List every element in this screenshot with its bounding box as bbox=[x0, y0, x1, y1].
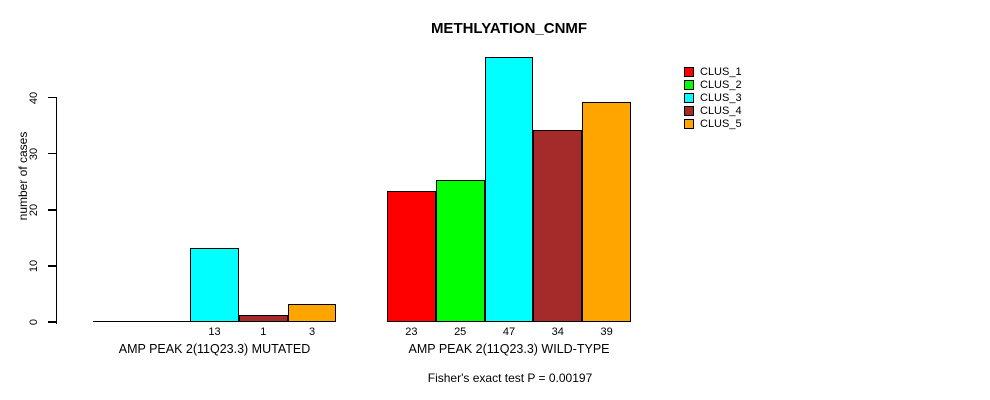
group-label-mutated: AMP PEAK 2(11Q23.3) MUTATED bbox=[118, 342, 311, 356]
bar-clus_2 bbox=[435, 180, 485, 322]
group-label-wild-type: AMP PEAK 2(11Q23.3) WILD-TYPE bbox=[408, 342, 610, 356]
y-axis-tick bbox=[47, 265, 56, 267]
y-axis-tick-label: 30 bbox=[28, 147, 40, 160]
bar-value-label: 13 bbox=[208, 326, 221, 338]
bar-clus_1 bbox=[387, 191, 436, 322]
y-axis-line bbox=[55, 97, 57, 324]
y-axis-tick-label: 0 bbox=[28, 318, 40, 326]
bar-clus_3 bbox=[484, 56, 534, 322]
legend-swatch-icon bbox=[684, 79, 694, 90]
y-axis-tick bbox=[47, 96, 56, 99]
legend-entry-clus_5: CLUS_5 bbox=[684, 117, 742, 130]
bar-clus_2-zero bbox=[141, 320, 191, 322]
legend-entry-clus_1: CLUS_1 bbox=[684, 65, 742, 78]
bar-value-label: 25 bbox=[454, 326, 467, 338]
bar-clus_1-zero bbox=[92, 320, 142, 322]
chart-title: METHLYATION_CNMF bbox=[430, 20, 588, 37]
bar-clus_3 bbox=[190, 247, 239, 322]
bar-value-label: 47 bbox=[502, 326, 516, 338]
legend-label: CLUS_4 bbox=[700, 104, 742, 117]
legend-swatch-icon bbox=[684, 66, 694, 77]
bar-clus_5 bbox=[287, 303, 337, 322]
legend-entry-clus_3: CLUS_3 bbox=[684, 91, 742, 104]
legend-entry-clus_2: CLUS_2 bbox=[684, 78, 742, 91]
bar-value-label: 34 bbox=[551, 326, 564, 338]
legend-label: CLUS_3 bbox=[700, 91, 742, 104]
bar-clus_4 bbox=[533, 129, 583, 322]
legend-swatch-icon bbox=[684, 105, 694, 116]
legend-entry-clus_4: CLUS_4 bbox=[684, 104, 742, 117]
bar-value-label: 1 bbox=[260, 326, 267, 338]
bar-value-label: 39 bbox=[600, 326, 613, 338]
bar-value-label: 23 bbox=[405, 326, 418, 338]
y-axis-tick bbox=[47, 321, 56, 323]
bar-value-label: 3 bbox=[309, 326, 316, 338]
y-axis-tick-label: 40 bbox=[28, 91, 40, 104]
legend: CLUS_1 CLUS_2 CLUS_3 CLUS_4 CLUS_5 bbox=[684, 65, 742, 130]
legend-label: CLUS_2 bbox=[700, 78, 742, 91]
y-axis-tick bbox=[47, 209, 56, 211]
bar-clus_5 bbox=[582, 101, 631, 322]
bar-clus_4 bbox=[238, 314, 288, 322]
legend-label: CLUS_5 bbox=[700, 117, 742, 130]
y-axis-tick bbox=[47, 152, 56, 155]
y-axis-tick-label: 20 bbox=[28, 203, 40, 216]
legend-swatch-icon bbox=[684, 118, 694, 129]
legend-swatch-icon bbox=[684, 92, 694, 103]
y-axis-tick-label: 10 bbox=[28, 259, 40, 273]
fisher-test-note: Fisher's exact test P = 0.00197 bbox=[427, 371, 593, 385]
legend-label: CLUS_1 bbox=[700, 65, 742, 78]
